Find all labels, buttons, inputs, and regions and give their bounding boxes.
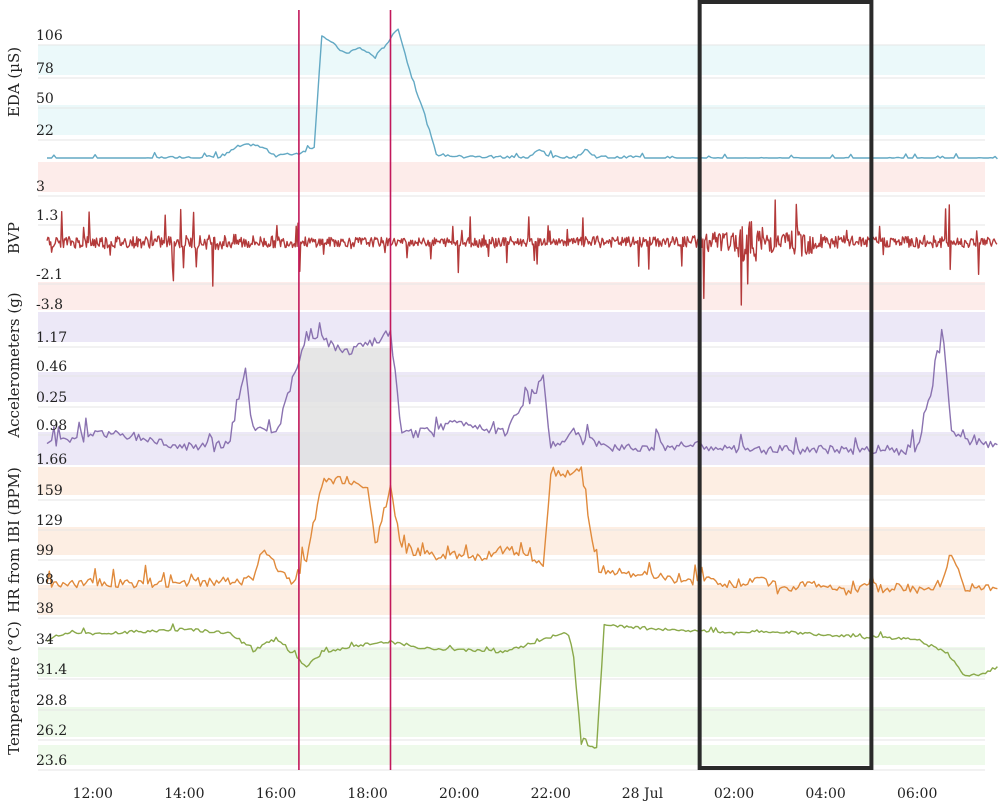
eda-tick-label: 78 [36, 61, 54, 77]
temp-band-2 [38, 745, 985, 765]
data-series-lines [46, 28, 998, 749]
x-tick-label: 12:00 [73, 786, 113, 802]
eda-tick-label: 50 [36, 91, 54, 107]
highlight-box [697, 0, 874, 770]
bvp-band-1 [38, 282, 985, 310]
acc-tick-label: 1.17 [36, 330, 67, 346]
eda-axis-label: EDA (µS) [5, 47, 23, 117]
bvp-series-line [46, 199, 998, 306]
hr-series-line [46, 466, 998, 596]
eda-band-1 [38, 105, 985, 135]
eda-tick-label: 106 [36, 28, 63, 44]
hr-tick-label: 99 [36, 543, 54, 559]
x-tick-label: 16:00 [256, 786, 296, 802]
event-markers [298, 0, 874, 770]
x-tick-label: 18:00 [347, 786, 387, 802]
bvp-tick-label: 3 [36, 179, 45, 195]
hr-band-2 [38, 585, 985, 615]
eda-band-0 [38, 45, 985, 75]
hr-band-0 [38, 467, 985, 495]
bvp-band-0 [38, 162, 985, 192]
temp-tick-label: 34 [36, 632, 54, 648]
y-axis-labels: EDA (µS) BVP Accelerometers (g) HR from IBI… [5, 47, 23, 755]
eda-tick-label: 22 [36, 123, 54, 139]
acc-band-0 [38, 312, 985, 342]
acc-band-1 [38, 372, 985, 402]
hr-tick-label: 68 [36, 572, 54, 588]
hr-tick-label: 38 [36, 601, 54, 617]
x-tick-label: 22:00 [531, 786, 571, 802]
temp-tick-label: 31.4 [36, 662, 67, 678]
bvp-tick-label: -2.1 [36, 267, 63, 283]
temp-band-1 [38, 707, 985, 737]
acc-band-2 [38, 432, 985, 465]
shaded-activity-region [298, 348, 391, 465]
x-tick-label: 20:00 [439, 786, 479, 802]
x-tick-label: 28 Jul [622, 786, 664, 802]
acc-tick-label: 0.46 [36, 359, 67, 375]
temp-tick-label: 28.8 [36, 693, 67, 709]
acc-tick-label: 0.25 [36, 390, 67, 406]
temp-tick-label: 26.2 [36, 723, 67, 739]
x-tick-label: 02:00 [714, 786, 754, 802]
y-tick-labels: 106 78 50 22 3 1.3 -2.1 -3.8 1.17 0.46 0.25 0.98 1.6… [36, 28, 67, 769]
acc-series-line [46, 322, 998, 456]
temp-axis-label: Temperature (°C) [5, 621, 23, 755]
hr-band-1 [38, 527, 985, 555]
acc-tick-label: 1.66 [36, 452, 67, 468]
x-tick-label: 06:00 [897, 786, 937, 802]
panel-background-bands [38, 44, 985, 771]
eda-series-line [47, 28, 998, 160]
x-tick-label: 14:00 [164, 786, 204, 802]
x-tick-label: 04:00 [805, 786, 845, 802]
accelerometer-shaded-region [298, 348, 391, 465]
bvp-tick-label: -3.8 [36, 297, 63, 313]
temp-band-0 [38, 647, 985, 677]
acc-tick-label: 0.98 [36, 418, 67, 434]
acc-axis-label: Accelerometers (g) [5, 292, 23, 438]
hr-tick-label: 159 [36, 483, 63, 499]
x-tick-labels: 12:00 14:00 16:00 18:00 20:00 22:00 28 Jul 02:0… [73, 786, 938, 802]
bvp-tick-label: 1.3 [36, 208, 58, 224]
hr-tick-label: 129 [36, 513, 63, 529]
bvp-axis-label: BVP [5, 222, 23, 254]
hr-axis-label: HR from IBI (BPM) [5, 467, 23, 613]
temp-tick-label: 23.6 [36, 753, 67, 769]
temp-series-line [46, 623, 998, 749]
